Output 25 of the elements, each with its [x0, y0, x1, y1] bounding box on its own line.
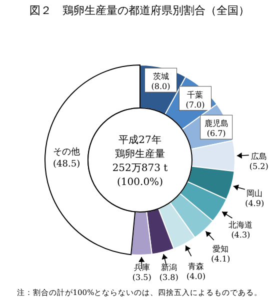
- slice-label: 北海道: [228, 220, 253, 230]
- slice-label: 愛知: [212, 244, 229, 254]
- slice-label: 千葉: [187, 90, 204, 100]
- slice-label: 新潟: [160, 263, 177, 272]
- slice-label: 茨城: [152, 72, 169, 82]
- slice-label: 広島: [250, 152, 267, 161]
- chart-title: 図２ 鶏卵生産量の都道府県別割合（全国）: [30, 4, 250, 17]
- slice-label: 兵庫: [134, 263, 150, 272]
- data-label: (4.0): [186, 272, 206, 281]
- data-label: (4.1): [211, 254, 230, 264]
- text: 鶏卵生産量: [115, 148, 165, 160]
- data-label: (3.8): [159, 273, 178, 282]
- data-label: (8.0): [151, 82, 170, 92]
- slice-label: 青森: [188, 262, 204, 271]
- text: 252万873 t: [112, 163, 168, 174]
- slice-label: 鹿児島: [204, 119, 228, 128]
- text: 平成27年: [118, 134, 162, 146]
- data-label: (7.0): [186, 100, 205, 110]
- slice-label: 岡山: [246, 189, 263, 198]
- text: (100.0%): [117, 177, 164, 188]
- data-label: (6.7): [206, 129, 226, 138]
- data-label: (3.5): [132, 273, 152, 282]
- data-label: (4.3): [231, 230, 250, 240]
- data-label: (4.9): [245, 199, 264, 208]
- data-label: (5.2): [249, 162, 268, 171]
